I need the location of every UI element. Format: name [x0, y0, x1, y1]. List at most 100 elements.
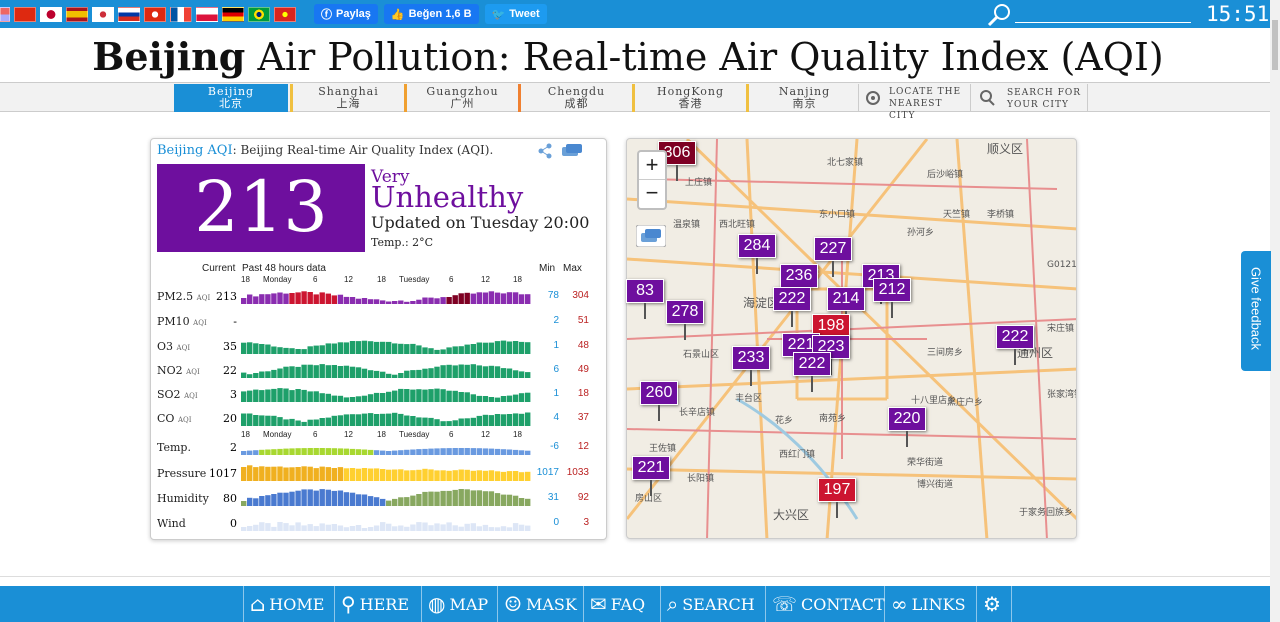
map-place-label: 长辛店镇: [679, 406, 715, 418]
history-sparkline[interactable]: [241, 360, 531, 380]
row-current: 20: [223, 412, 237, 425]
flag-pl-icon[interactable]: [196, 6, 218, 22]
station-marker[interactable]: 197: [818, 478, 856, 518]
facebook-like-button[interactable]: 👍 Beğen 1,6 B: [383, 4, 479, 24]
pollutant-row[interactable]: Temp. 2 -6 12: [155, 436, 605, 458]
footer-links-button[interactable]: ∞ LINKS: [884, 586, 976, 622]
tab-hongkong[interactable]: HongKong 香港: [632, 84, 746, 112]
station-marker[interactable]: 214: [827, 287, 865, 327]
pollutant-row[interactable]: PM10 AQI - 2 51: [155, 310, 605, 332]
footer-here-button[interactable]: ⚲ HERE: [334, 586, 421, 622]
history-sparkline[interactable]: [241, 437, 531, 457]
row-max: 12: [577, 441, 589, 452]
footer-contact-button[interactable]: ☏ CONTACT: [765, 586, 885, 622]
station-marker[interactable]: 233: [732, 346, 770, 386]
station-marker[interactable]: 212: [873, 278, 911, 318]
flag-kr-icon[interactable]: [92, 6, 114, 22]
row-current: 2: [230, 441, 237, 454]
scrollbar-thumb[interactable]: [1272, 20, 1278, 70]
col-max-header: Max: [563, 263, 582, 274]
history-sparkline[interactable]: [241, 408, 531, 428]
tweet-button[interactable]: 🐦 Tweet: [484, 4, 547, 24]
history-sparkline[interactable]: [241, 311, 531, 331]
tab-shanghai[interactable]: Shanghai 上海: [290, 84, 404, 112]
station-marker[interactable]: 223: [812, 335, 850, 375]
pollutant-row[interactable]: PM2.5 AQI 213 78 304: [155, 285, 605, 307]
pollutant-row[interactable]: SO2 AQI 3 1 18: [155, 383, 605, 405]
axis-tick-label: Tuesday: [399, 430, 430, 439]
pollutant-row[interactable]: Humidity 80 31 92: [155, 487, 605, 509]
flag-fr-icon[interactable]: [170, 6, 192, 22]
history-sparkline[interactable]: [241, 286, 531, 306]
pollutant-row[interactable]: NO2 AQI 22 6 49: [155, 359, 605, 381]
history-sparkline[interactable]: [241, 513, 531, 533]
row-current: 22: [223, 364, 237, 377]
pollutant-row[interactable]: Wind 0 0 3: [155, 512, 605, 534]
history-sparkline[interactable]: [241, 463, 531, 483]
station-marker[interactable]: 284: [738, 234, 776, 274]
map-place-label: 荣华街道: [907, 456, 943, 468]
city-aqi-link[interactable]: Beijing AQI: [157, 143, 233, 158]
history-sparkline[interactable]: [241, 488, 531, 508]
station-marker[interactable]: 222: [773, 287, 811, 327]
row-current: 1017: [209, 467, 237, 480]
station-marker[interactable]: 222: [996, 325, 1034, 365]
history-sparkline[interactable]: [241, 336, 531, 356]
flag-es-icon[interactable]: [66, 6, 88, 22]
history-sparkline[interactable]: [241, 384, 531, 404]
give-feedback-button[interactable]: Give feedback: [1241, 251, 1271, 371]
station-marker[interactable]: 236: [780, 264, 818, 304]
map-place-label: 北七家镇: [827, 156, 863, 168]
locate-nearest-city[interactable]: LOCATE THE NEAREST CITY: [858, 84, 970, 121]
footer-settings-button[interactable]: ⚙: [976, 586, 1012, 622]
station-marker[interactable]: 220: [888, 407, 926, 447]
pollutant-row[interactable]: O3 AQI 35 1 48: [155, 335, 605, 357]
facebook-share-button[interactable]: ⓕ Paylaş: [314, 4, 378, 24]
tab-chengdu[interactable]: Chengdu 成都: [518, 84, 632, 112]
row-min: 1017: [536, 467, 559, 478]
aqi-map[interactable]: 顺义区 北七家镇 后沙峪镇 上庄镇 天竺镇 李桥镇 东小口镇 孙河乡 西北旺镇 温泉镇 海淀区 石景山…: [626, 138, 1077, 539]
flag-jp-icon[interactable]: [40, 6, 62, 22]
pollutant-row[interactable]: Pressure 1017 1017 1033: [155, 462, 605, 484]
station-marker[interactable]: 260: [640, 381, 678, 421]
search-icon[interactable]: [986, 3, 1014, 27]
share-icon[interactable]: [537, 143, 553, 159]
axis-tick-label: 12: [481, 430, 490, 439]
footer-map-button[interactable]: ◍ MAP: [421, 586, 497, 622]
zoom-in-button[interactable]: +: [639, 152, 665, 180]
row-min: 1: [553, 388, 559, 399]
station-marker[interactable]: 221: [632, 456, 670, 496]
flag-ru-icon[interactable]: [118, 6, 140, 22]
page-scrollbar[interactable]: [1270, 0, 1280, 622]
flag-hk-icon[interactable]: [144, 6, 166, 22]
station-marker[interactable]: 227: [814, 237, 852, 277]
pollutant-row[interactable]: CO AQI 20 4 37: [155, 407, 605, 429]
flag-vn-icon[interactable]: [274, 6, 296, 22]
row-name: Wind: [157, 517, 186, 530]
footer-faq-button[interactable]: ✉ FAQ: [583, 586, 660, 622]
search-input[interactable]: [1015, 22, 1191, 23]
row-min: 31: [547, 492, 559, 503]
footer-mask-button[interactable]: ☺ MASK: [497, 586, 583, 622]
tab-nanjing[interactable]: Nanjing 南京: [746, 84, 860, 112]
flag-br-icon[interactable]: [248, 6, 270, 22]
footer-search-button[interactable]: ⌕ SEARCH: [660, 586, 765, 622]
panel-title: Beijing AQI: Beijing Real-time Air Quali…: [157, 143, 494, 158]
map-layers-icon[interactable]: [636, 225, 666, 247]
station-marker[interactable]: 83: [626, 279, 664, 319]
zoom-out-button[interactable]: −: [645, 180, 659, 205]
map-place-label: 大兴区: [773, 508, 809, 522]
station-marker[interactable]: 222: [793, 352, 831, 392]
search-your-city[interactable]: SEARCH FOR YOUR CITY: [970, 84, 1088, 112]
tab-guangzhou[interactable]: Guangzhou 广州: [404, 84, 518, 112]
station-marker[interactable]: 278: [666, 300, 704, 340]
footer-home-button[interactable]: ⌂ HOME: [243, 586, 334, 622]
tab-beijing[interactable]: Beijing 北京: [174, 84, 288, 112]
flag-cn-icon[interactable]: [14, 6, 36, 22]
map-place-label: 海淀区: [743, 295, 779, 310]
flag-de-icon[interactable]: [222, 6, 244, 22]
twitter-icon: 🐦: [491, 8, 506, 21]
flag-tr-icon[interactable]: [0, 6, 10, 22]
aqi-panel: Beijing AQI: Beijing Real-time Air Quali…: [150, 138, 607, 540]
layers-icon[interactable]: [561, 143, 583, 159]
